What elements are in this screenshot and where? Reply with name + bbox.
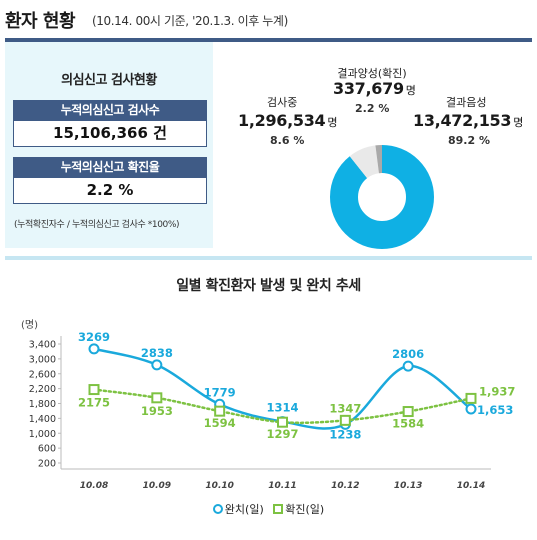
test-summary-title: 의심신고 검사현황 bbox=[61, 73, 157, 88]
legend-confirmed: 확진(일) bbox=[273, 501, 324, 517]
data-label-confirmed: 1584 bbox=[392, 417, 424, 431]
data-label-confirmed: 1953 bbox=[141, 404, 173, 418]
data-label-recovered: 1,653 bbox=[477, 403, 513, 417]
square-marker-icon bbox=[273, 504, 284, 514]
positive-value: 337,679 명 bbox=[333, 79, 416, 98]
testing-label: 검사중 bbox=[267, 96, 298, 109]
donut-slice-positive bbox=[330, 145, 434, 249]
point-recovered bbox=[465, 403, 477, 415]
testing-value: 1,296,534 명 bbox=[238, 111, 338, 130]
data-label-confirmed: 1347 bbox=[329, 401, 361, 415]
y-tick-label: 2,200 bbox=[29, 384, 56, 395]
point-confirmed bbox=[214, 405, 226, 417]
data-label-recovered: 2838 bbox=[141, 346, 173, 360]
x-tick-label: 10.09 bbox=[143, 481, 171, 491]
y-tick-label: 1,000 bbox=[29, 429, 56, 440]
header: 환자 현황 (10.14. 00시 기준, '20.1.3. 이후 누계) bbox=[0, 0, 537, 38]
y-tick-label: 200 bbox=[38, 459, 56, 470]
circle-marker-icon bbox=[212, 504, 223, 514]
test-summary-box: 의심신고 검사현황 누적의심신고 검사수 15,106,366 건 누적의심신고… bbox=[5, 42, 213, 248]
data-label-recovered: 2806 bbox=[392, 347, 424, 361]
data-label-recovered: 1779 bbox=[204, 385, 236, 399]
legend-recovered: 완치(일) bbox=[212, 501, 264, 517]
data-label-confirmed: 1,937 bbox=[479, 384, 515, 398]
data-label-recovered: 1314 bbox=[266, 401, 298, 415]
y-tick-label: 2,600 bbox=[29, 369, 56, 380]
negative-value: 13,472,153 명 bbox=[413, 111, 524, 130]
total-tests-label: 누적의심신고 검사수 bbox=[13, 100, 207, 120]
point-recovered bbox=[402, 360, 414, 372]
point-confirmed bbox=[151, 392, 163, 404]
point-confirmed bbox=[465, 392, 477, 404]
data-label-recovered: 3269 bbox=[78, 330, 110, 344]
x-tick-label: 10.13 bbox=[394, 481, 422, 491]
data-label-confirmed: 2175 bbox=[78, 396, 110, 410]
point-recovered bbox=[88, 343, 100, 355]
point-confirmed bbox=[402, 406, 414, 418]
y-tick-label: 1,800 bbox=[29, 399, 56, 410]
x-tick-label: 10.14 bbox=[457, 481, 485, 491]
test-status-panel: 의심신고 검사현황 누적의심신고 검사수 15,106,366 건 누적의심신고… bbox=[5, 38, 532, 249]
x-tick-label: 10.10 bbox=[205, 481, 233, 491]
test-result-donut: 결과양성(확진) 337,679 명 2.2 % 검사중 1,296,534 명 8… bbox=[213, 42, 532, 249]
point-confirmed bbox=[339, 414, 351, 426]
point-recovered bbox=[151, 359, 163, 371]
chart-legend: 완치(일) 확진(일) bbox=[5, 501, 532, 519]
positive-label: 결과양성(확진) bbox=[337, 67, 407, 80]
page-subtitle: (10.14. 00시 기준, '20.1.3. 이후 누계) bbox=[92, 14, 288, 28]
negative-label: 결과음성 bbox=[446, 96, 487, 109]
x-tick-label: 10.12 bbox=[331, 481, 359, 491]
positive-rate-value: 2.2 % bbox=[13, 177, 207, 204]
negative-percent: 89.2 % bbox=[448, 134, 490, 147]
trend-panel: 일별 확진환자 발생 및 완치 추세 (명) 3,400 3,000 2,600 2,2… bbox=[5, 256, 532, 535]
testing-percent: 8.6 % bbox=[270, 134, 305, 147]
x-tick-label: 10.11 bbox=[268, 481, 296, 491]
donut-chart bbox=[330, 145, 434, 249]
data-label-recovered: 1238 bbox=[329, 427, 361, 441]
y-tick-label: 600 bbox=[38, 444, 56, 455]
data-label-confirmed: 1297 bbox=[266, 427, 298, 441]
y-tick-label: 1,400 bbox=[29, 414, 56, 425]
y-tick-label: 3,400 bbox=[29, 340, 56, 351]
trend-chart: (명) 3,400 3,000 2,600 2,200 1,800 1,400 1,000 60… bbox=[21, 319, 515, 491]
point-confirmed bbox=[88, 384, 100, 396]
point-confirmed bbox=[277, 416, 288, 428]
positive-percent: 2.2 % bbox=[355, 102, 390, 115]
positive-rate-label: 누적의심신고 확진율 bbox=[13, 157, 207, 177]
total-tests-value: 15,106,366 건 bbox=[13, 120, 207, 147]
y-tick-label: 3,000 bbox=[29, 354, 56, 365]
x-tick-label: 10.08 bbox=[80, 481, 108, 491]
rate-footnote: (누적확진자수 / 누적의심신고 검사수 *100%) bbox=[14, 220, 180, 230]
chart-title: 일별 확진환자 발생 및 완치 추세 bbox=[176, 278, 361, 294]
data-label-confirmed: 1594 bbox=[204, 416, 236, 430]
page-title: 환자 현황 bbox=[5, 11, 76, 32]
y-axis-label: (명) bbox=[21, 319, 38, 331]
